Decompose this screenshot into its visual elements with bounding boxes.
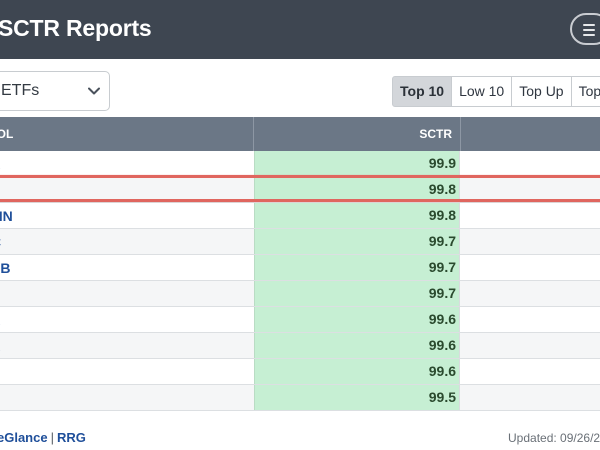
table-row[interactable]: 99.8 — [0, 177, 600, 203]
footer-links: eGlance | RRG — [0, 430, 86, 445]
sctr-cell: 99.8 — [254, 177, 460, 202]
table-row[interactable]: X 99.6 — [0, 307, 600, 333]
tab-top-down[interactable]: Top D — [571, 76, 600, 107]
column-header-sctr[interactable]: SCTR — [419, 127, 452, 141]
sctr-table-body: X 99.9 99.8 MN 99.8 C 99.7 EB 99.7 P 99.… — [0, 151, 600, 411]
sctr-value: 99.6 — [428, 337, 456, 353]
row-symbol-link[interactable]: MN — [0, 208, 13, 224]
chevron-down-icon — [88, 87, 100, 95]
footer-link-glance[interactable]: eGlance — [0, 430, 48, 445]
menu-button[interactable] — [570, 13, 600, 45]
column-divider — [460, 117, 461, 151]
sctr-value: 99.6 — [428, 311, 456, 327]
sctr-cell: 99.7 — [254, 229, 460, 254]
tab-top-10[interactable]: Top 10 — [392, 76, 453, 107]
column-header-symbol[interactable]: BOL — [0, 127, 14, 141]
sctr-cell: 99.7 — [254, 255, 460, 280]
sctr-cell: 99.6 — [254, 333, 460, 358]
footer-separator: | — [50, 430, 54, 445]
page-title: SCTR Reports — [0, 15, 152, 41]
hamburger-menu-icon — [583, 24, 595, 39]
table-row[interactable]: X 99.9 — [0, 151, 600, 177]
universe-select[interactable]: ETFs — [0, 71, 110, 111]
sctr-cell: 99.5 — [254, 385, 460, 410]
sctr-cell: 99.6 — [254, 359, 460, 384]
table-row[interactable]: MN 99.8 — [0, 203, 600, 229]
table-row[interactable]: P 99.7 — [0, 281, 600, 307]
sctr-value: 99.6 — [428, 363, 456, 379]
table-row[interactable]: C 99.7 — [0, 229, 600, 255]
footer-link-rrg[interactable]: RRG — [56, 430, 86, 445]
app-header: SCTR Reports — [0, 0, 600, 59]
table-header: BOL SCTR — [0, 117, 600, 151]
row-highlight-annotation — [0, 175, 600, 202]
ranking-tabs: Top 10 Low 10 Top Up Top D — [392, 76, 600, 107]
sctr-value: 99.8 — [428, 207, 456, 223]
table-row[interactable]: 99.6 — [0, 359, 600, 385]
table-row[interactable]: EB 99.7 — [0, 255, 600, 281]
sctr-cell: 99.6 — [254, 307, 460, 332]
universe-select-value: ETFs — [1, 82, 40, 99]
table-row[interactable]: I 99.5 — [0, 385, 600, 411]
tab-top-up[interactable]: Top Up — [512, 76, 572, 107]
sctr-cell: 99.8 — [254, 203, 460, 228]
column-divider — [253, 117, 254, 151]
row-symbol-link[interactable]: C — [0, 234, 1, 250]
sctr-cell: 99.9 — [254, 151, 460, 176]
sctr-value: 99.7 — [428, 285, 456, 301]
updated-timestamp: Updated: 09/26/24 — [508, 431, 600, 445]
table-row[interactable]: X 99.6 — [0, 333, 600, 359]
sctr-value: 99.5 — [428, 389, 456, 405]
tab-low-10[interactable]: Low 10 — [452, 76, 513, 107]
sctr-value: 99.7 — [428, 259, 456, 275]
sctr-value: 99.9 — [428, 155, 456, 171]
sctr-cell: 99.7 — [254, 281, 460, 306]
row-symbol-link[interactable]: EB — [0, 260, 11, 276]
sctr-value: 99.8 — [428, 181, 456, 197]
sctr-value: 99.7 — [428, 233, 456, 249]
